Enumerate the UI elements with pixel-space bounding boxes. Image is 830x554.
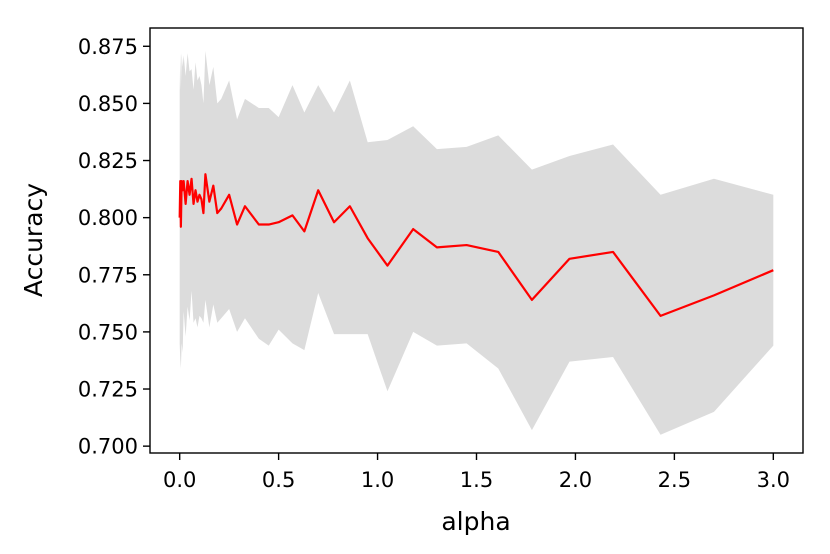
- y-tick-label: 0.750: [78, 320, 138, 344]
- y-tick-label: 0.825: [78, 149, 138, 173]
- x-tick-label: 2.5: [658, 468, 691, 492]
- y-axis-label: Accuracy: [19, 183, 48, 297]
- x-tick-label: 0.0: [163, 468, 196, 492]
- x-tick-label: 3.0: [757, 468, 790, 492]
- x-tick-label: 2.0: [559, 468, 592, 492]
- y-tick-label: 0.725: [78, 378, 138, 402]
- x-tick-label: 1.0: [361, 468, 394, 492]
- y-tick-label: 0.775: [78, 263, 138, 287]
- confidence-band: [179, 50, 774, 435]
- confidence-band-layer: [179, 50, 774, 435]
- y-ticks: 0.700 0.725 0.750 0.775 0.800 0.825 0.850 0.875: [78, 35, 150, 459]
- y-tick-label: 0.700: [78, 435, 138, 459]
- x-axis-label: alpha: [441, 507, 510, 536]
- y-tick-label: 0.875: [78, 35, 138, 59]
- x-tick-label: 0.5: [262, 468, 295, 492]
- accuracy-line: [178, 173, 774, 317]
- x-ticks: 0.0 0.5 1.0 1.5 2.0 2.5 3.0: [163, 453, 790, 492]
- x-tick-label: 1.5: [460, 468, 493, 492]
- y-tick-label: 0.800: [78, 206, 138, 230]
- series-line-layer: [178, 173, 774, 317]
- y-tick-label: 0.850: [78, 92, 138, 116]
